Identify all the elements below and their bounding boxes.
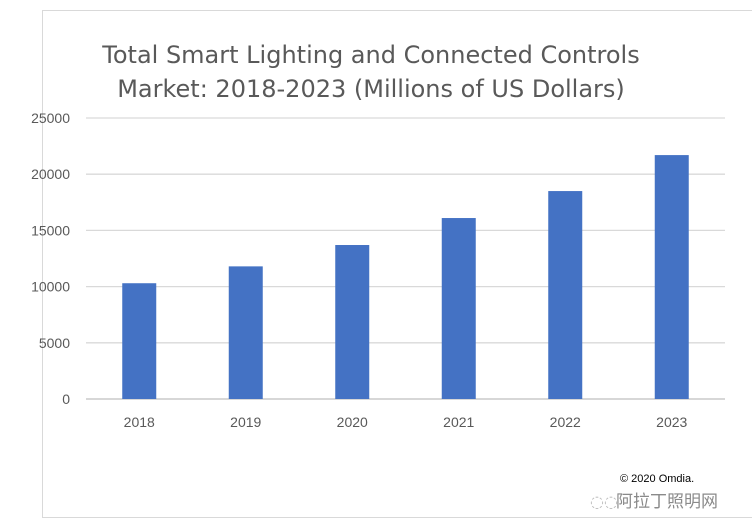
y-tick-label: 5000 bbox=[39, 335, 70, 351]
bar-2021 bbox=[441, 218, 476, 399]
watermark-text: 阿拉丁照明网 bbox=[616, 492, 718, 512]
x-tick-label: 2019 bbox=[230, 414, 261, 430]
x-tick-label: 2023 bbox=[656, 414, 687, 430]
x-tick-label: 2022 bbox=[550, 414, 581, 430]
y-tick-label: 15000 bbox=[31, 222, 70, 238]
x-tick-label: 2018 bbox=[124, 414, 155, 430]
x-tick-label: 2020 bbox=[337, 414, 368, 430]
y-tick-label: 10000 bbox=[31, 279, 70, 295]
y-tick-label: 20000 bbox=[31, 166, 70, 182]
wechat-icon: ◌◌ bbox=[590, 492, 618, 511]
chart-title-line1: Total Smart Lighting and Connected Contr… bbox=[102, 41, 640, 69]
watermark: ◌◌阿拉丁照明网 bbox=[590, 487, 718, 512]
bar-2018 bbox=[122, 283, 157, 399]
x-tick-label: 2021 bbox=[443, 414, 474, 430]
bar-2019 bbox=[228, 266, 263, 399]
chart-title-line2: Market: 2018-2023 (Millions of US Dollar… bbox=[117, 75, 625, 103]
copyright-credit: © 2020 Omdia. bbox=[620, 473, 695, 485]
y-tick-label: 25000 bbox=[31, 110, 70, 126]
bar-2022 bbox=[548, 191, 583, 399]
chart-frame bbox=[42, 10, 752, 518]
y-tick-label: 0 bbox=[62, 391, 70, 407]
bar-2020 bbox=[335, 245, 370, 399]
bar-2023 bbox=[654, 155, 689, 399]
